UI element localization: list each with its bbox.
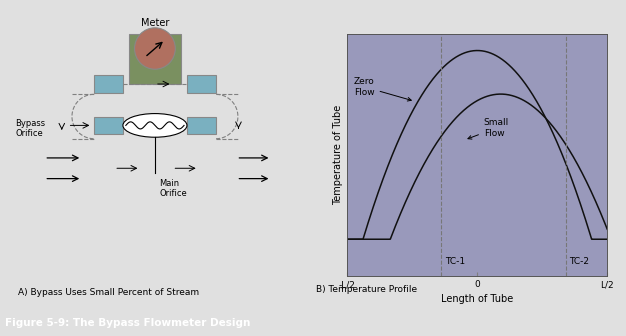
Y-axis label: Temperature of Tube: Temperature of Tube [333, 104, 343, 205]
Ellipse shape [123, 114, 187, 137]
Text: B) Temperature Profile: B) Temperature Profile [316, 285, 417, 294]
Text: Meter: Meter [141, 18, 169, 28]
Text: Zero
Flow: Zero Flow [354, 77, 411, 101]
Text: Small
Flow: Small Flow [468, 118, 509, 139]
Text: TC-1: TC-1 [445, 257, 465, 266]
Bar [94, 117, 123, 134]
Text: Main
Orifice: Main Orifice [159, 179, 187, 198]
Bar [129, 34, 181, 84]
Circle shape [135, 28, 175, 69]
Bar [94, 75, 123, 93]
Text: Figure 5-9: The Bypass Flowmeter Design: Figure 5-9: The Bypass Flowmeter Design [5, 319, 250, 328]
Bar [187, 75, 216, 93]
Text: Bypass
Orifice: Bypass Orifice [15, 119, 45, 138]
Text: TC-2: TC-2 [570, 257, 590, 266]
Bar [187, 117, 216, 134]
X-axis label: Length of Tube: Length of Tube [441, 294, 513, 303]
Text: A) Bypass Uses Small Percent of Stream: A) Bypass Uses Small Percent of Stream [18, 288, 199, 297]
